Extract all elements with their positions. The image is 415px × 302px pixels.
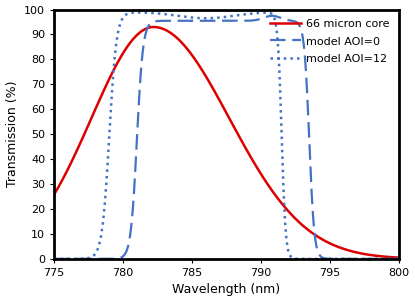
model AOI=0	[269, 14, 274, 18]
Y-axis label: Transmission (%): Transmission (%)	[5, 81, 19, 188]
model AOI=0	[309, 187, 314, 191]
model AOI=0	[396, 257, 401, 261]
Line: 66 micron core: 66 micron core	[54, 27, 399, 258]
model AOI=0	[276, 15, 281, 19]
model AOI=12	[335, 257, 340, 261]
model AOI=12	[135, 11, 140, 14]
model AOI=12	[114, 38, 119, 42]
Legend: 66 micron core, model AOI=0, model AOI=12: 66 micron core, model AOI=0, model AOI=1…	[266, 15, 393, 67]
model AOI=12	[259, 11, 264, 15]
model AOI=0	[51, 257, 56, 261]
Line: model AOI=12: model AOI=12	[54, 12, 399, 259]
model AOI=12	[183, 15, 188, 19]
66 micron core	[335, 245, 340, 249]
66 micron core	[114, 62, 119, 66]
model AOI=12	[276, 50, 281, 53]
model AOI=12	[298, 257, 303, 261]
66 micron core	[259, 172, 264, 176]
X-axis label: Wavelength (nm): Wavelength (nm)	[173, 284, 281, 297]
66 micron core	[276, 198, 281, 201]
66 micron core	[51, 193, 56, 196]
66 micron core	[183, 46, 188, 49]
Line: model AOI=0: model AOI=0	[54, 16, 399, 259]
66 micron core	[309, 231, 314, 234]
66 micron core	[151, 25, 156, 29]
66 micron core	[396, 256, 401, 259]
model AOI=12	[309, 257, 314, 261]
model AOI=0	[259, 17, 264, 21]
model AOI=0	[114, 257, 119, 260]
model AOI=0	[183, 19, 188, 23]
model AOI=0	[335, 257, 340, 261]
model AOI=12	[51, 257, 56, 261]
model AOI=12	[396, 257, 401, 261]
